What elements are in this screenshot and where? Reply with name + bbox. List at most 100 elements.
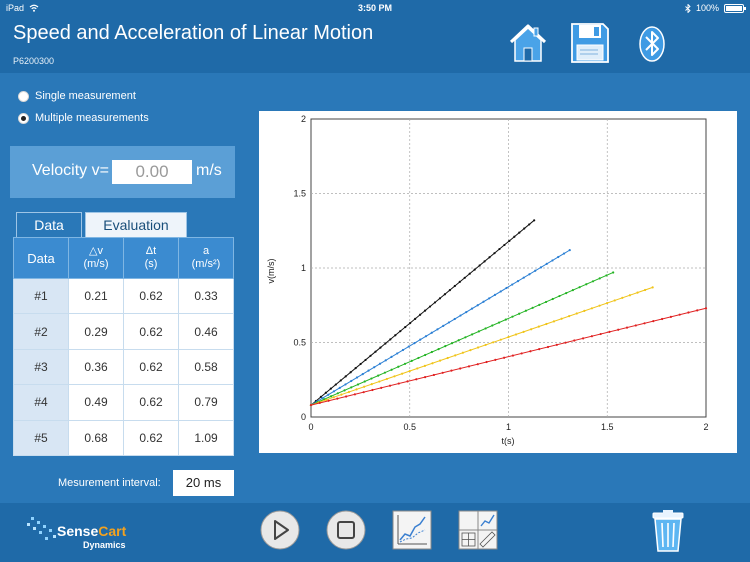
chart-series-point <box>513 235 516 238</box>
chart-series-point <box>332 396 335 399</box>
cell-delta-v: 0.36 <box>68 348 124 386</box>
chart-series-point <box>321 397 324 400</box>
chart-y-tick-label: 0 <box>301 412 306 422</box>
chart-series-point <box>476 304 479 307</box>
page-title: Speed and Acceleration of Linear Motion <box>13 22 374 44</box>
velocity-field[interactable]: 0.00 <box>112 160 192 184</box>
chart-series-point <box>518 231 521 234</box>
tab-evaluation[interactable]: Evaluation <box>85 212 187 237</box>
chart-series-point <box>590 335 593 338</box>
chart-series-point <box>473 268 476 271</box>
chart-series-point <box>347 390 351 394</box>
chart-series-point <box>446 356 449 360</box>
chart-series-line <box>310 249 570 406</box>
chart-series-point <box>538 348 541 351</box>
chart-series-point <box>390 368 393 371</box>
save-button[interactable] <box>570 20 610 64</box>
table-row[interactable]: #4 0.49 0.62 0.79 <box>13 384 234 421</box>
home-button[interactable] <box>508 20 548 64</box>
chart-series-point <box>423 364 426 367</box>
chart-series-point <box>438 297 442 300</box>
chart-series-point <box>704 307 708 310</box>
chart-series-point <box>401 348 405 352</box>
table-graph-view-button[interactable] <box>458 510 498 555</box>
chart-series-point <box>343 389 346 392</box>
chart-svg: 0 0.5 1 1.5 2 0 0.5 1 1.5 2 t(s) v(m/s) <box>266 114 709 446</box>
chart-series-point <box>528 273 531 276</box>
chart-series-point <box>522 330 525 333</box>
chart-series-point <box>431 362 434 365</box>
chart-series-point <box>396 352 399 355</box>
chart-series-point <box>397 365 400 368</box>
brand-dots-icon <box>27 517 56 540</box>
header-data: Data <box>13 237 69 279</box>
chart-series-point <box>482 300 485 303</box>
chart-series-point <box>498 247 501 251</box>
chart-series-point <box>578 286 581 289</box>
chart-series-point <box>329 387 332 390</box>
multiple-measurements-option[interactable]: Multiple measurements <box>18 112 149 124</box>
chart-series-point <box>545 262 548 265</box>
chart-series-point <box>558 294 561 298</box>
chart-series-point <box>309 403 313 407</box>
multiple-measurements-radio[interactable] <box>18 112 29 124</box>
chart-series-point <box>696 309 699 312</box>
bluetooth-icon <box>639 26 665 62</box>
chart-series-point <box>520 352 523 355</box>
delete-button[interactable] <box>650 509 686 558</box>
chart-series-point <box>339 379 342 382</box>
chart-series-point <box>384 342 387 345</box>
chart-series-point <box>488 297 491 300</box>
chart-series-point <box>539 266 543 269</box>
chart-series-point <box>457 339 460 342</box>
chart-series-point <box>528 223 531 226</box>
chart-series-point <box>433 301 437 304</box>
chart-series-point <box>523 227 526 230</box>
header-delta-v-symbol: △v <box>89 245 103 257</box>
bluetooth-button[interactable] <box>634 20 674 64</box>
chart-series-point <box>406 380 409 383</box>
chart-series-point <box>551 297 554 301</box>
chart-series-point <box>319 395 323 398</box>
table-row[interactable]: #1 0.21 0.62 0.33 <box>13 277 234 315</box>
chart-series-point <box>503 243 506 247</box>
chart-series-point <box>643 288 647 292</box>
chart-series-point <box>499 290 502 293</box>
brand-name-part2: Cart <box>98 523 127 539</box>
play-icon <box>260 510 300 550</box>
table-row[interactable]: #2 0.29 0.62 0.46 <box>13 313 234 350</box>
chart-series-point <box>350 386 353 389</box>
graph-view-button[interactable] <box>392 510 432 555</box>
play-button[interactable] <box>260 510 300 555</box>
table-row[interactable]: #3 0.36 0.62 0.58 <box>13 348 234 386</box>
chart-series-point <box>324 391 327 394</box>
chart-x-tick-label: 0.5 <box>403 422 416 432</box>
chart-x-tick-label: 1 <box>506 422 511 432</box>
chart-series-point <box>363 380 366 383</box>
tab-data[interactable]: Data <box>16 212 82 237</box>
chart-series-point <box>484 343 487 347</box>
velocity-time-chart[interactable]: 0 0.5 1 1.5 2 0 0.5 1 1.5 2 t(s) v(m/s) <box>259 111 737 453</box>
evaluation-table: Data △v (m/s) Δt (s) a (m/s²) #1 0.21 0.… <box>13 237 234 456</box>
stop-button[interactable] <box>326 510 366 555</box>
chart-series-point <box>349 371 352 374</box>
chart-series-point <box>380 386 383 389</box>
velocity-panel: Velocity v= 0.00 m/s <box>10 146 235 198</box>
chart-y-tick-label: 0.5 <box>293 338 306 348</box>
chart-series-point <box>625 326 629 329</box>
brand-name: SenseCart <box>57 523 126 539</box>
chart-series-point <box>497 321 501 324</box>
chart-series-point <box>332 390 336 393</box>
table-row[interactable]: #5 0.68 0.62 1.09 <box>13 419 234 456</box>
chart-series-point <box>565 291 568 295</box>
chart-series-point <box>390 355 393 358</box>
interval-field[interactable]: 20 ms <box>173 470 234 496</box>
single-measurement-option[interactable]: Single measurement <box>18 90 136 102</box>
single-measurement-radio[interactable] <box>18 90 29 102</box>
chart-series-point <box>606 301 609 305</box>
chart-series-point <box>582 337 585 340</box>
chart-series-point <box>388 384 392 387</box>
chart-series-point <box>598 277 601 280</box>
chart-series-point <box>598 304 601 307</box>
chart-series-point <box>478 264 481 267</box>
